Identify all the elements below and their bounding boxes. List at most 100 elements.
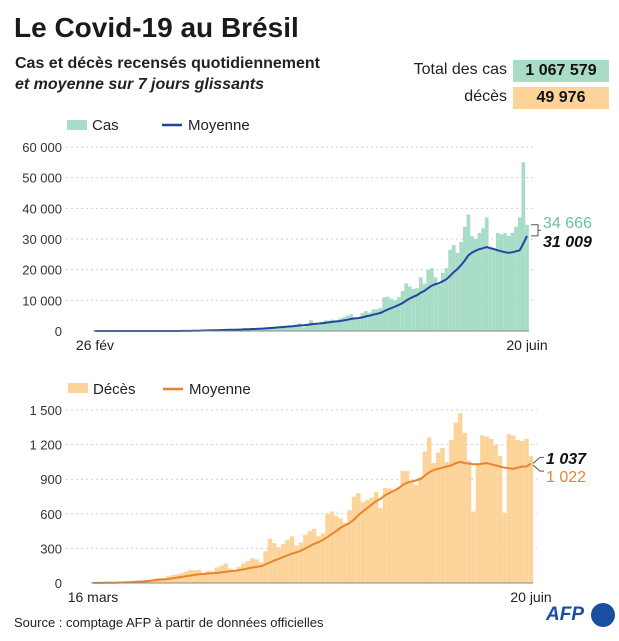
total-deaths-label: décès xyxy=(464,88,507,105)
bar xyxy=(289,536,295,583)
bar xyxy=(371,309,376,331)
bar xyxy=(373,491,379,583)
bar xyxy=(303,534,308,583)
cases-x-start-label: 26 fév xyxy=(76,337,114,352)
bar xyxy=(276,547,282,583)
bar xyxy=(309,320,313,331)
bar xyxy=(437,285,441,331)
bar xyxy=(433,277,438,331)
bar xyxy=(287,325,291,331)
y-tick-label: 10 000 xyxy=(22,293,62,308)
bar xyxy=(192,570,197,583)
bar xyxy=(347,510,352,583)
bar xyxy=(174,574,180,583)
bar xyxy=(272,543,277,583)
bar xyxy=(440,272,445,331)
bar xyxy=(459,242,463,331)
bar xyxy=(268,327,273,331)
cases-bars xyxy=(159,162,529,331)
bar xyxy=(427,437,432,583)
bar xyxy=(161,578,166,583)
total-cases-label: Total des cas xyxy=(413,61,507,78)
deaths-legend: Décès Moyenne xyxy=(68,381,251,398)
bar xyxy=(267,538,273,583)
bar xyxy=(331,319,335,331)
cases-legend-label: Cas xyxy=(92,117,119,134)
bar xyxy=(386,296,390,331)
bar xyxy=(492,248,496,331)
bar xyxy=(519,441,525,583)
bar xyxy=(236,566,242,583)
bar xyxy=(511,435,516,583)
deaths-avg-legend-label: Moyenne xyxy=(189,381,251,398)
bar xyxy=(462,226,467,331)
source-note: Source : comptage AFP à partir de donnée… xyxy=(14,615,324,630)
bar xyxy=(493,444,498,583)
bar xyxy=(307,531,312,583)
bar xyxy=(435,452,441,583)
cases-last-average-label: 31 009 xyxy=(543,234,592,251)
bar xyxy=(334,516,339,583)
y-tick-label: 1 200 xyxy=(29,438,62,453)
cases-legend-swatch xyxy=(67,120,87,130)
afp-logo-text: AFP xyxy=(546,604,584,625)
afp-logo-dot xyxy=(591,603,615,627)
bar xyxy=(342,523,348,583)
cases-last-value-label: 34 666 xyxy=(543,215,592,232)
bar xyxy=(279,326,284,331)
bar xyxy=(419,277,423,331)
bar xyxy=(506,434,512,583)
bar xyxy=(480,435,485,583)
bar xyxy=(429,268,434,331)
bar xyxy=(440,448,445,583)
bar xyxy=(196,569,202,583)
bar xyxy=(525,224,529,331)
cases-label-leader xyxy=(531,224,541,237)
bar xyxy=(378,308,383,331)
bar xyxy=(250,558,255,583)
bar xyxy=(391,490,397,583)
bar xyxy=(397,297,401,331)
bar xyxy=(345,315,350,331)
bar xyxy=(453,422,458,583)
cases-x-end-label: 20 juin xyxy=(506,337,547,352)
deaths-last-value-label: 1 022 xyxy=(546,469,586,486)
bar xyxy=(334,321,339,331)
bar xyxy=(327,320,332,331)
deaths-last-average-label: 1 037 xyxy=(546,451,587,468)
y-tick-label: 1 500 xyxy=(29,403,62,418)
deaths-bars xyxy=(90,413,534,583)
deaths-x-start-label: 16 mars xyxy=(68,589,119,605)
bar xyxy=(521,162,526,331)
bar xyxy=(515,439,520,583)
bar xyxy=(323,320,328,331)
bar xyxy=(356,319,361,331)
bar xyxy=(471,511,476,583)
bar xyxy=(227,568,233,583)
bar xyxy=(205,570,211,583)
y-tick-label: 300 xyxy=(40,541,62,556)
total-cases-value: 1 067 579 xyxy=(513,60,609,82)
bar xyxy=(422,283,427,331)
bar xyxy=(219,565,224,583)
cases-chart: Cas Moyenne 60 000 50 000 40 000 30 000 20 0… xyxy=(22,117,592,352)
bar xyxy=(214,567,220,583)
bar xyxy=(389,298,394,331)
bar xyxy=(329,511,335,583)
deaths-label-leader xyxy=(532,456,544,472)
bar xyxy=(179,573,184,583)
bar xyxy=(514,226,518,331)
y-tick-label: 60 000 xyxy=(22,140,62,155)
cases-avg-legend-label: Moyenne xyxy=(188,117,250,134)
bar xyxy=(415,288,419,331)
bar xyxy=(294,545,299,583)
bar xyxy=(431,463,436,583)
bar xyxy=(312,528,317,583)
bar xyxy=(285,539,290,583)
y-tick-label: 900 xyxy=(40,472,62,487)
bar xyxy=(387,488,392,583)
bar xyxy=(497,456,503,583)
bar xyxy=(400,471,405,583)
y-tick-label: 0 xyxy=(55,324,62,339)
bar xyxy=(316,324,321,331)
